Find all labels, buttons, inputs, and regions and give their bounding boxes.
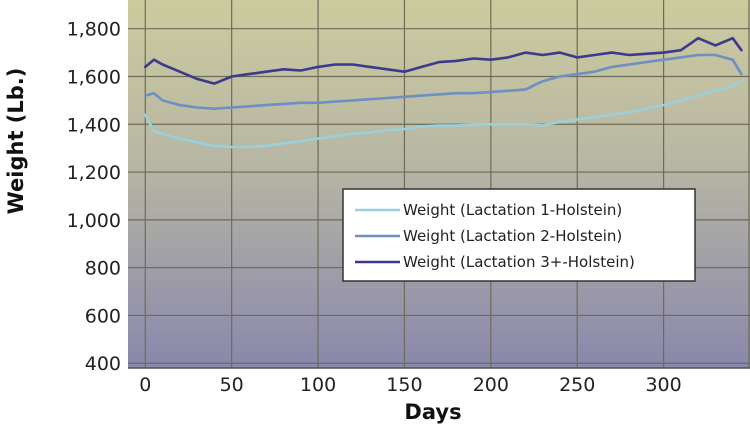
series-line-2: [144, 53, 743, 110]
legend: Weight (Lactation 1-Holstein) Weight (La…: [342, 188, 696, 282]
y-tick-label-1800: 1,800: [67, 19, 121, 41]
x-tick-label-100: 100: [300, 374, 336, 396]
y-axis: 400 600 800 1,000 1,200 1,400 1,600 1,800: [67, 19, 121, 376]
y-tick-label-1200: 1,200: [67, 162, 121, 184]
x-axis-title: Days: [404, 400, 461, 424]
y-axis-title: Weight (Lb.): [4, 68, 28, 215]
y-tick-label-400: 400: [85, 353, 121, 375]
legend-box: [342, 188, 696, 282]
x-tick-label-250: 250: [559, 374, 595, 396]
series-line-3: [144, 36, 743, 85]
x-axis: 0 50 100 150 200 250 300: [139, 374, 682, 396]
x-tick-label-50: 50: [220, 374, 244, 396]
x-tick-label-300: 300: [645, 374, 681, 396]
y-tick-label-800: 800: [85, 258, 121, 280]
legend-label-2: Weight (Lactation 2-Holstein): [403, 227, 622, 245]
y-tick-label-1000: 1,000: [67, 210, 121, 232]
x-tick-label-0: 0: [139, 374, 151, 396]
series-layer: [144, 36, 743, 149]
y-tick-label-1600: 1,600: [67, 66, 121, 88]
y-tick-label-1400: 1,400: [67, 114, 121, 136]
series-line-1: [144, 79, 743, 149]
legend-label-1: Weight (Lactation 1-Holstein): [403, 201, 622, 219]
x-tick-label-200: 200: [473, 374, 509, 396]
x-tick-label-150: 150: [386, 374, 422, 396]
legend-label-3: Weight (Lactation 3+-Holstein): [403, 253, 635, 271]
y-tick-label-600: 600: [85, 305, 121, 327]
plot-area: [128, 0, 750, 368]
